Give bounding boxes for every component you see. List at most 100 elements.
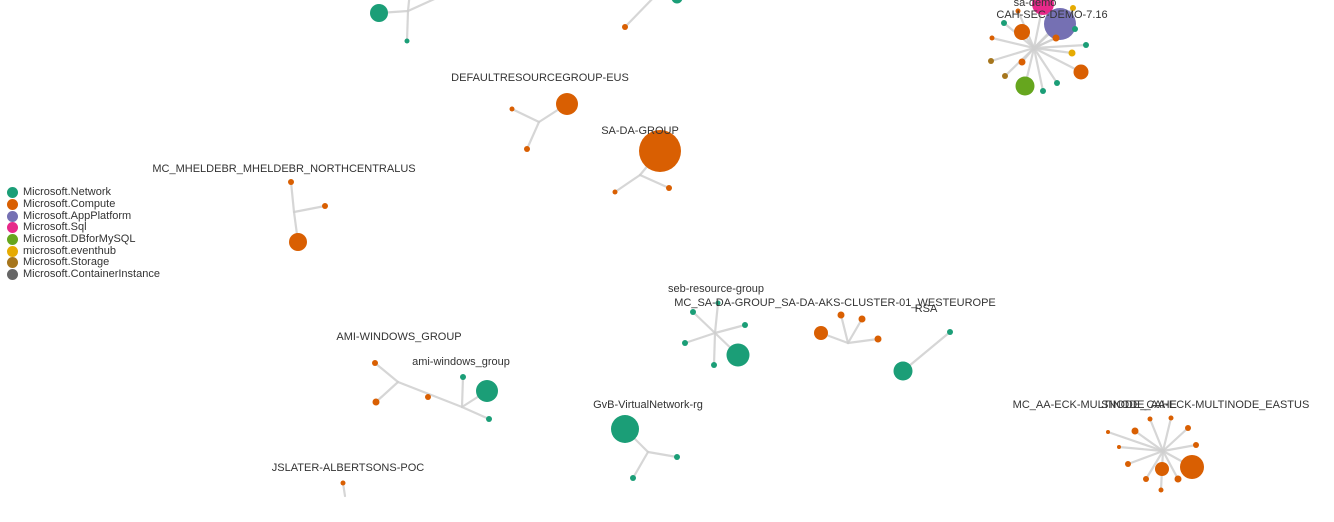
- graph-node-compute[interactable]: [1125, 461, 1131, 467]
- graph-node-network[interactable]: [370, 4, 388, 22]
- graph-node-compute[interactable]: [425, 394, 431, 400]
- graph-node-compute[interactable]: [1143, 476, 1149, 482]
- graph-node-compute[interactable]: [322, 203, 328, 209]
- graph-node-network[interactable]: [674, 454, 680, 460]
- legend-item-dbformysql[interactable]: Microsoft.DBforMySQL: [7, 234, 160, 246]
- graph-node-compute[interactable]: [1052, 34, 1060, 42]
- graph-node-compute[interactable]: [1174, 475, 1182, 483]
- graph-link: [839, 313, 850, 345]
- graph-node-compute[interactable]: [666, 185, 672, 191]
- graph-node-network[interactable]: [1040, 88, 1046, 94]
- graph-node-network[interactable]: [1072, 26, 1078, 32]
- legend-dot-sql: [7, 222, 18, 234]
- graph-node-storage[interactable]: [988, 58, 994, 64]
- graph-node-compute[interactable]: [1155, 462, 1169, 476]
- graph-node-network[interactable]: [1001, 20, 1007, 26]
- graph-node-network[interactable]: [460, 374, 466, 380]
- graph-node-eventhub[interactable]: [1070, 5, 1076, 11]
- legend-item-eventhub[interactable]: microsoft.eventhub: [7, 245, 160, 257]
- graph-node-compute[interactable]: [622, 24, 628, 30]
- legend: Microsoft.Network Microsoft.Compute Micros…: [7, 187, 160, 281]
- graph-link: [1133, 429, 1165, 453]
- legend-label: Microsoft.ContainerInstance: [23, 268, 160, 281]
- cluster-label: MC_MHELDEBR_MHELDEBR_NORTHCENTRALUS: [152, 163, 415, 175]
- graph-node-compute[interactable]: [289, 233, 307, 251]
- graph-node-compute[interactable]: [372, 360, 378, 366]
- graph-link: [289, 180, 296, 214]
- graph-link: [292, 204, 327, 214]
- graph-node-network[interactable]: [893, 361, 913, 381]
- graph-node-network[interactable]: [726, 343, 750, 367]
- graph-node-compute[interactable]: [989, 35, 995, 41]
- legend-dot-dbformysql: [7, 234, 18, 246]
- graph-node-compute[interactable]: [1117, 445, 1121, 449]
- legend-dot-storage: [7, 257, 18, 269]
- graph-node-network[interactable]: [742, 322, 748, 328]
- graph-node-network[interactable]: [682, 340, 688, 346]
- legend-label: Microsoft.AppPlatform: [23, 209, 132, 222]
- graph-node-network[interactable]: [671, 0, 683, 4]
- legend-item-appplatform[interactable]: Microsoft.AppPlatform: [7, 210, 160, 222]
- cluster-label: RSA: [915, 303, 938, 315]
- graph-node-compute[interactable]: [1018, 58, 1026, 66]
- graph-link: [623, 0, 653, 29]
- graph-node-compute[interactable]: [524, 146, 530, 152]
- graph-node-sql[interactable]: [1032, 0, 1054, 15]
- cluster-label: AMI-WINDOWS_GROUP: [336, 331, 461, 343]
- graph-node-network[interactable]: [1054, 80, 1060, 86]
- graph-node-compute[interactable]: [1193, 442, 1199, 448]
- graph-node-compute[interactable]: [814, 326, 828, 340]
- graph-node-compute[interactable]: [1185, 425, 1191, 431]
- graph-node-compute[interactable]: [372, 398, 380, 406]
- graph-node-compute[interactable]: [1015, 8, 1021, 14]
- graph-node-compute[interactable]: [509, 106, 515, 112]
- graph-node-compute[interactable]: [1014, 24, 1030, 40]
- graph-node-network[interactable]: [611, 415, 639, 443]
- graph-node-network[interactable]: [1083, 42, 1089, 48]
- graph-node-storage[interactable]: [1002, 73, 1008, 79]
- legend-dot-containerinstance: [7, 269, 18, 281]
- graph-node-network[interactable]: [947, 329, 953, 335]
- graph-link: [901, 330, 952, 373]
- graph-node-compute[interactable]: [639, 130, 681, 172]
- graph-node-compute[interactable]: [288, 179, 294, 185]
- graph-node-compute[interactable]: [858, 315, 866, 323]
- graph-node-network[interactable]: [711, 362, 717, 368]
- graph-node-compute[interactable]: [1073, 64, 1089, 80]
- legend-label: Microsoft.Sql: [23, 221, 87, 234]
- graph-node-network[interactable]: [715, 300, 721, 306]
- legend-dot-eventhub: [7, 245, 18, 257]
- graph-node-network[interactable]: [404, 38, 410, 44]
- graph-node-compute[interactable]: [1147, 416, 1153, 422]
- legend-item-storage[interactable]: Microsoft.Storage: [7, 257, 160, 269]
- graph-node-network[interactable]: [476, 380, 498, 402]
- legend-item-network[interactable]: Microsoft.Network: [7, 187, 160, 199]
- graph-node-compute[interactable]: [1158, 487, 1164, 493]
- graph-node-compute[interactable]: [837, 311, 845, 319]
- graph-node-network[interactable]: [486, 416, 492, 422]
- cluster-label: CAH-SEC-DEMO-7.16: [996, 9, 1107, 21]
- graph-node-compute[interactable]: [1180, 455, 1204, 479]
- graph-node-compute[interactable]: [1106, 430, 1110, 434]
- graph-node-compute[interactable]: [1131, 427, 1139, 435]
- cluster-label: JSLATER-ALBERTSONS-POC: [272, 462, 424, 474]
- graph-node-eventhub[interactable]: [1068, 49, 1076, 57]
- legend-item-containerinstance[interactable]: Microsoft.ContainerInstance: [7, 269, 160, 281]
- graph-link: [406, 0, 411, 13]
- graph-node-appplatform[interactable]: [1044, 8, 1076, 40]
- graph-link: [846, 317, 864, 345]
- graph-node-compute[interactable]: [874, 335, 882, 343]
- legend-item-sql[interactable]: Microsoft.Sql: [7, 222, 160, 234]
- graph-node-network[interactable]: [630, 475, 636, 481]
- graph-node-compute[interactable]: [1168, 415, 1174, 421]
- graph-node-compute[interactable]: [556, 93, 578, 115]
- graph-node-compute[interactable]: [340, 480, 346, 486]
- graph-node-dbformysql[interactable]: [1015, 76, 1035, 96]
- graph-node-compute[interactable]: [612, 189, 618, 195]
- graph-link: [525, 120, 541, 151]
- graph-link: [510, 107, 541, 124]
- graph-link: [713, 301, 720, 335]
- legend-item-compute[interactable]: Microsoft.Compute: [7, 199, 160, 211]
- graph-node-network[interactable]: [690, 309, 696, 315]
